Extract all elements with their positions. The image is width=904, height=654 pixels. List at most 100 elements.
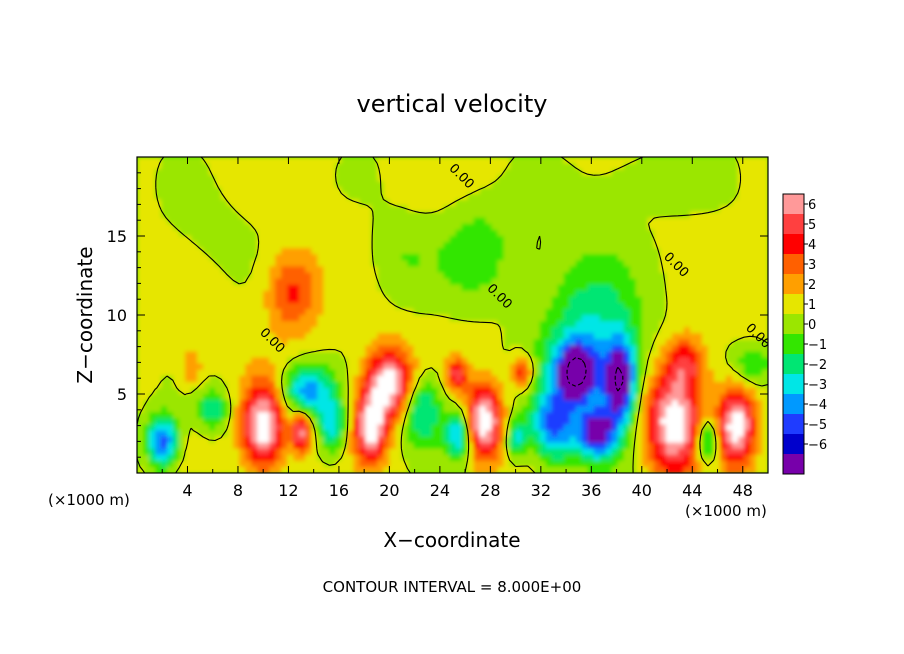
heatmap-cell [455, 394, 463, 401]
heatmap-cell [311, 394, 319, 401]
heatmap-cell [719, 345, 727, 353]
heatmap-cell [491, 236, 499, 243]
heatmap-cell [443, 315, 451, 322]
heatmap-cell [389, 394, 397, 401]
heatmap-cell [137, 223, 144, 231]
heatmap-cell [599, 315, 607, 322]
heatmap-cell [209, 308, 217, 316]
heatmap-cell [593, 169, 601, 177]
heatmap-cell [605, 418, 613, 426]
heatmap-cell [473, 315, 481, 322]
heatmap-cell [455, 315, 463, 322]
heatmap-cell [491, 369, 499, 377]
heatmap-cell [293, 181, 301, 189]
heatmap-cell [467, 357, 475, 365]
heatmap-cell [305, 345, 313, 353]
heatmap-cell [257, 242, 265, 250]
heatmap-cell [527, 175, 535, 183]
heatmap-cell [587, 381, 595, 389]
heatmap-cell [467, 424, 475, 432]
heatmap-cell [407, 260, 415, 268]
heatmap-cell [239, 205, 247, 213]
heatmap-cell [341, 272, 349, 280]
heatmap-cell [491, 272, 499, 280]
heatmap-cell [263, 345, 271, 353]
heatmap-cell [653, 400, 661, 408]
heatmap-cell [707, 375, 715, 383]
heatmap-cell [185, 205, 192, 213]
heatmap-cell [341, 369, 349, 377]
heatmap-cell [395, 248, 403, 256]
heatmap-cell [599, 223, 607, 231]
heatmap-cell [149, 315, 156, 322]
heatmap-cell [491, 339, 499, 347]
heatmap-cell [569, 254, 577, 262]
heatmap-cell [455, 157, 463, 164]
heatmap-cell [605, 236, 613, 243]
heatmap-cell [383, 181, 391, 189]
heatmap-cell [353, 229, 361, 237]
heatmap-cell [137, 278, 144, 286]
heatmap-cell [419, 375, 427, 383]
heatmap-cell [719, 351, 727, 359]
heatmap-cell [275, 308, 283, 316]
heatmap-cell [377, 418, 385, 426]
heatmap-cell [491, 211, 499, 219]
heatmap-cell [695, 381, 703, 389]
heatmap-cell [317, 345, 325, 353]
heatmap-cell [473, 260, 481, 268]
heatmap-cell [473, 387, 481, 395]
heatmap-cell [359, 418, 367, 426]
heatmap-cell [479, 205, 487, 213]
heatmap-cell [557, 278, 565, 286]
heatmap-cell [761, 157, 768, 164]
heatmap-cell [539, 375, 547, 383]
heatmap-cell [323, 217, 331, 225]
heatmap-cell [293, 369, 301, 377]
heatmap-cell [641, 260, 649, 268]
heatmap-cell [611, 157, 619, 164]
heatmap-cell [467, 327, 475, 335]
heatmap-cell [641, 223, 649, 231]
heatmap-cell [551, 278, 559, 286]
heatmap-cell [515, 345, 523, 353]
heatmap-cell [209, 157, 217, 164]
heatmap-cell [461, 169, 469, 177]
heatmap-cell [371, 302, 379, 310]
heatmap-cell [377, 278, 385, 286]
heatmap-cell [665, 169, 673, 177]
heatmap-cell [137, 442, 144, 450]
heatmap-cell [665, 308, 673, 316]
heatmap-cell [755, 169, 763, 177]
heatmap-cell [551, 199, 559, 207]
heatmap-cell [569, 296, 577, 304]
heatmap-cell [173, 236, 180, 243]
heatmap-cell [695, 363, 703, 371]
heatmap-cell [365, 278, 373, 286]
heatmap-cell [605, 357, 613, 365]
heatmap-cell [533, 193, 541, 201]
heatmap-cell [413, 217, 421, 225]
heatmap-cell [275, 321, 283, 329]
heatmap-cell [395, 406, 403, 414]
heatmap-cell [527, 272, 535, 280]
heatmap-cell [581, 236, 589, 243]
heatmap-cell [209, 187, 217, 195]
heatmap-cell [437, 193, 445, 201]
heatmap-cell [695, 345, 703, 353]
heatmap-cell [635, 394, 643, 401]
heatmap-cell [281, 400, 289, 408]
heatmap-cell [365, 242, 373, 250]
heatmap-cell [533, 163, 541, 171]
heatmap-cell [383, 278, 391, 286]
heatmap-cell [425, 436, 433, 444]
heatmap-cell [569, 236, 577, 243]
heatmap-cell [161, 400, 168, 408]
heatmap-cell [197, 436, 205, 444]
heatmap-cell [575, 375, 583, 383]
heatmap-cell [245, 381, 253, 389]
heatmap-cell [257, 345, 265, 353]
heatmap-cell [455, 345, 463, 353]
heatmap-cell [233, 333, 241, 341]
heatmap-cell [353, 211, 361, 219]
